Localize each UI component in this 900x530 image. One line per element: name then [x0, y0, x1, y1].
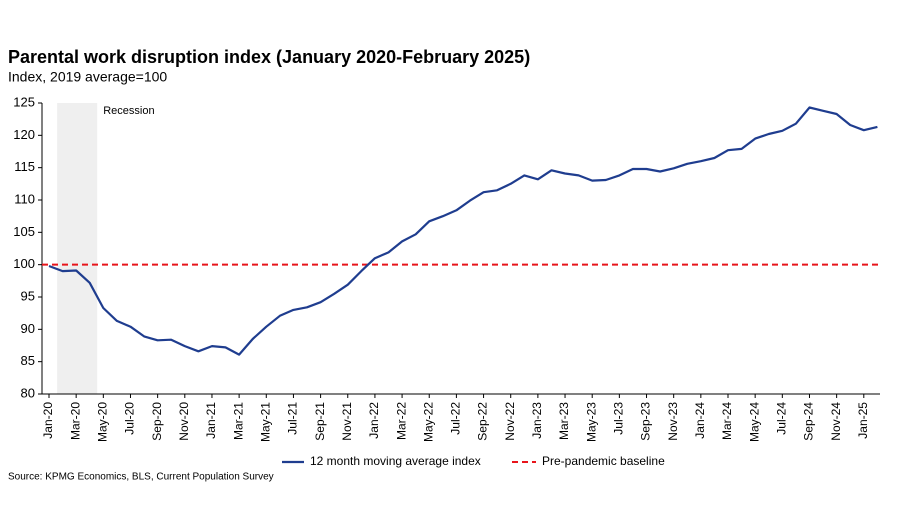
x-tick-label: May-22 [421, 402, 435, 442]
x-tick-label: Mar-22 [394, 402, 408, 440]
x-tick-label: Mar-23 [557, 402, 571, 440]
x-tick-label: Sep-24 [802, 402, 816, 441]
y-tick-label: 105 [13, 224, 35, 239]
x-tick-label: Jul-22 [449, 402, 463, 435]
recession-shading [57, 103, 98, 394]
x-tick-label: Jan-22 [367, 402, 381, 439]
chart-subtitle: Index, 2019 average=100 [8, 69, 167, 85]
y-tick-label: 115 [14, 159, 35, 174]
x-tick-label: Jul-24 [774, 402, 788, 435]
x-tick-label: Sep-23 [639, 402, 653, 441]
series-line [48, 106, 878, 356]
y-tick-label: 120 [13, 127, 35, 142]
y-tick-label: 90 [21, 321, 35, 336]
source: Source: KPMG Economics, BLS, Current Pop… [8, 472, 274, 483]
x-tick-label: Nov-24 [829, 402, 843, 441]
x-tick-label: Nov-20 [177, 402, 191, 441]
x-tick-label: Jan-23 [530, 402, 544, 439]
x-tick-label: Jul-20 [123, 402, 137, 435]
x-tick-label: Jan-24 [693, 402, 707, 439]
y-tick-label: 85 [21, 353, 35, 368]
x-tick-label: Nov-22 [503, 402, 517, 441]
x-tick-label: May-21 [258, 402, 272, 442]
x-tick-label: Nov-23 [666, 402, 680, 441]
x-tick-label: Sep-21 [313, 402, 327, 441]
x-tick-label: Jan-21 [204, 402, 218, 439]
legend-label: Pre-pandemic baseline [542, 454, 665, 468]
annotation: Recession [103, 105, 154, 117]
y-tick-label: 100 [13, 256, 35, 271]
x-tick-label: Jan-25 [856, 402, 870, 439]
x-tick-label: May-20 [95, 402, 109, 442]
x-tick-label: Mar-21 [231, 402, 245, 440]
x-tick-label: Jul-23 [612, 402, 626, 435]
x-tick-label: May-23 [584, 402, 598, 442]
x-tick-label: Sep-20 [150, 402, 164, 441]
x-tick-label: Nov-21 [340, 402, 354, 441]
x-tick-label: Jan-20 [41, 402, 55, 439]
chart-title: Parental work disruption index (January … [8, 47, 530, 67]
y-tick-label: 95 [21, 288, 35, 303]
legend-label: 12 month moving average index [310, 454, 481, 468]
x-tick-label: Sep-22 [476, 402, 490, 441]
y-tick-label: 125 [13, 94, 35, 109]
x-tick-label: May-24 [747, 402, 761, 442]
y-tick-label: 80 [21, 385, 35, 400]
x-tick-label: Mar-20 [68, 402, 82, 440]
x-tick-label: Jul-21 [286, 402, 300, 435]
y-tick-label: 110 [14, 191, 35, 206]
x-tick-label: Mar-24 [720, 402, 734, 440]
